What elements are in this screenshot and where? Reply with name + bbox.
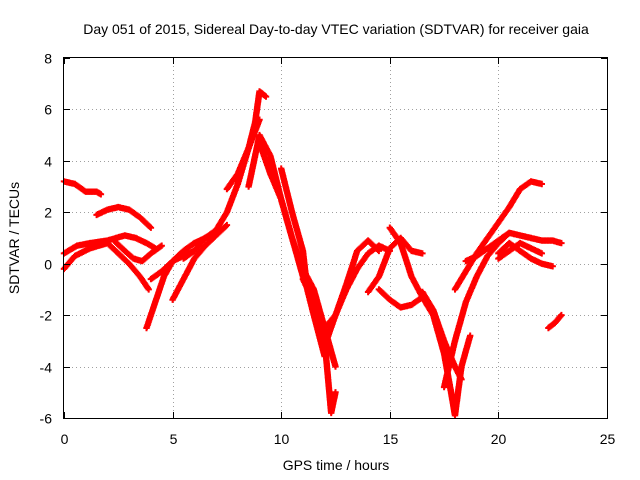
data-point	[321, 353, 328, 360]
data-point	[145, 286, 152, 293]
series-arc5	[110, 237, 165, 265]
x-tick-label: 0	[61, 431, 69, 447]
data-point	[549, 263, 556, 270]
x-tick-label: 15	[383, 431, 399, 447]
data-point	[222, 223, 229, 230]
data-point	[158, 242, 165, 249]
data-point	[538, 250, 545, 257]
data-point	[558, 311, 565, 319]
y-tick-label: 0	[44, 257, 52, 273]
series-arc3	[60, 239, 152, 293]
series-arc21	[440, 229, 513, 391]
y-axis-label: SDTVAR / TECUs	[6, 182, 22, 294]
y-tick-label: 2	[44, 205, 52, 221]
data-point	[467, 332, 474, 339]
y-tick-label: -6	[40, 411, 53, 427]
x-tick-label: 5	[170, 431, 178, 447]
data-point	[262, 93, 270, 100]
series-arc8	[169, 221, 231, 303]
y-tick-label: -4	[40, 360, 53, 376]
tick-layer	[64, 58, 608, 419]
x-tick-label: 25	[600, 431, 616, 447]
y-tick-label: 8	[44, 51, 52, 67]
data-point	[223, 221, 231, 229]
y-tick-label: -2	[40, 308, 53, 324]
series-arc10	[223, 88, 270, 193]
x-tick-labels: 0 5 10 15 20 25	[61, 431, 616, 447]
y-tick-labels: -6 -4 -2 0 2 4 6 8	[40, 51, 53, 427]
x-tick-label: 20	[491, 431, 507, 447]
data-point	[419, 250, 426, 257]
series-arc9	[180, 116, 263, 262]
series-arc23	[462, 229, 565, 265]
y-tick-label: 4	[44, 154, 52, 170]
series-arc22	[451, 178, 545, 293]
series-arc20	[447, 332, 474, 419]
data-point	[147, 224, 155, 231]
data-point	[558, 239, 565, 247]
data-point	[538, 180, 545, 188]
plot-frame	[63, 57, 608, 419]
chart-title: Day 051 of 2015, Sidereal Day-to-day VTE…	[83, 21, 589, 37]
data-point	[97, 191, 105, 198]
data-point	[332, 363, 339, 370]
data-marks	[60, 88, 565, 419]
x-axis-label: GPS time / hours	[283, 457, 390, 473]
data-point	[332, 389, 339, 396]
x-tick-label: 10	[274, 431, 290, 447]
y-tick-label: 6	[44, 102, 52, 118]
series-arc15	[321, 237, 383, 350]
grid-layer	[64, 58, 607, 418]
data-point	[375, 247, 383, 255]
series-arc4	[93, 203, 155, 231]
series-arc26	[545, 311, 565, 332]
series-arc25	[495, 239, 545, 262]
